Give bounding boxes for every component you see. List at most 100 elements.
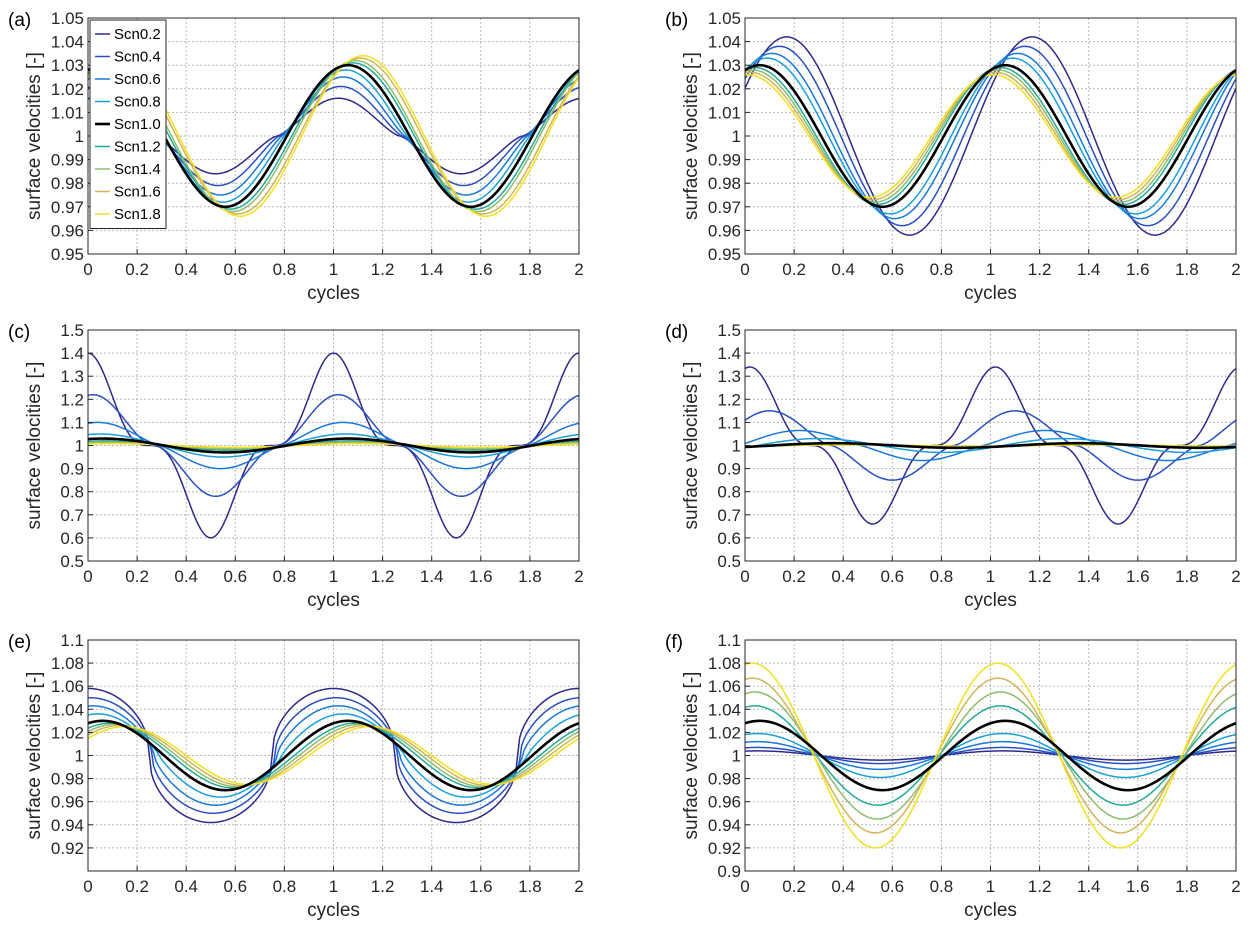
x-tick-label: 2 <box>1231 877 1240 896</box>
x-tick-label: 1.2 <box>371 877 395 896</box>
series-line-Scn1.0 <box>88 63 579 209</box>
y-tick-label: 0.98 <box>708 770 741 789</box>
y-tick-label: 1 <box>75 127 84 146</box>
series-line-Scn1.6 <box>745 677 1236 834</box>
x-tick-label: 0.2 <box>125 260 149 279</box>
panel-label: (b) <box>665 10 688 31</box>
x-tick-label: 0.2 <box>125 877 149 896</box>
y-tick-label: 1.1 <box>717 631 741 650</box>
series-line-Scn1.8 <box>88 55 579 217</box>
x-tick-label: 0.8 <box>273 877 297 896</box>
y-tick-label: 1.5 <box>60 321 84 340</box>
y-tick-label: 1.01 <box>708 103 741 122</box>
x-axis-label: cycles <box>307 283 360 304</box>
panel-label: (e) <box>8 632 31 653</box>
x-tick-label: 1.2 <box>1028 877 1052 896</box>
x-tick-label: 0.4 <box>174 877 198 896</box>
y-tick-label: 0.8 <box>60 483 84 502</box>
legend-entry: Scn1.6 <box>114 184 161 201</box>
legend-entry: Scn1.8 <box>114 206 161 223</box>
panel-4: 0 0.2 0.4 0.6 0.8 1 1.2 1.4 1.6 1.8 2 0.92 0.94 0.96 0… <box>8 631 584 921</box>
x-tick-label: 1.4 <box>1077 877 1101 896</box>
x-tick-label: 1.8 <box>1175 877 1199 896</box>
legend-entry: Scn1.2 <box>114 139 161 156</box>
series-line-Scn1.4 <box>745 691 1236 820</box>
x-axis-label: cycles <box>964 900 1017 921</box>
x-tick-label: 1.4 <box>420 567 444 586</box>
y-tick-label: 0.98 <box>708 174 741 193</box>
series-line-Scn0.8 <box>88 713 579 798</box>
x-tick-label: 0.2 <box>782 877 806 896</box>
y-tick-label: 0.98 <box>51 174 84 193</box>
x-tick-label: 0 <box>740 260 749 279</box>
panel-3: 0 0.2 0.4 0.6 0.8 1 1.2 1.4 1.6 1.8 2 0.5 0.6 0.7 0.8 0… <box>665 321 1241 611</box>
x-tick-label: 2 <box>1231 260 1240 279</box>
series-line-Scn1.0 <box>88 719 579 792</box>
y-tick-label: 1.3 <box>60 367 84 386</box>
y-tick-label: 0.5 <box>717 552 741 571</box>
x-axis-label: cycles <box>307 590 360 611</box>
x-tick-label: 0 <box>83 260 92 279</box>
x-tick-label: 0 <box>740 877 749 896</box>
series-line-Scn0.4 <box>745 746 1236 765</box>
x-tick-label: 1 <box>986 260 995 279</box>
y-tick-label: 1.02 <box>708 723 741 742</box>
series-line-Scn0.6 <box>745 429 1236 462</box>
y-axis-label: surface velocities [-] <box>681 362 702 530</box>
y-tick-label: 1.08 <box>51 654 84 673</box>
y-tick-label: 0.95 <box>708 245 741 264</box>
y-tick-label: 0.9 <box>717 862 741 881</box>
y-tick-label: 1.01 <box>51 103 84 122</box>
y-tick-label: 1.2 <box>717 390 741 409</box>
y-tick-label: 1.02 <box>708 80 741 99</box>
x-tick-label: 1.6 <box>1126 260 1150 279</box>
y-tick-label: 0.96 <box>708 793 741 812</box>
x-tick-label: 1.4 <box>420 877 444 896</box>
x-tick-label: 0.6 <box>880 877 904 896</box>
x-axis-label: cycles <box>964 283 1017 304</box>
y-tick-label: 1.1 <box>717 413 741 432</box>
y-tick-label: 1 <box>75 437 84 456</box>
y-tick-label: 1.08 <box>708 654 741 673</box>
series-line-Scn0.6 <box>88 421 579 470</box>
x-tick-label: 1.6 <box>469 260 493 279</box>
y-tick-label: 0.6 <box>717 529 741 548</box>
x-tick-label: 0.8 <box>930 877 954 896</box>
y-tick-label: 0.98 <box>51 770 84 789</box>
y-tick-label: 1 <box>75 747 84 766</box>
y-tick-label: 0.9 <box>717 460 741 479</box>
series-line-Scn0.4 <box>745 45 1236 227</box>
x-tick-label: 1.6 <box>469 877 493 896</box>
x-tick-label: 0.8 <box>273 260 297 279</box>
y-tick-label: 1.4 <box>717 344 741 363</box>
y-tick-label: 1.04 <box>708 700 741 719</box>
panel-label: (c) <box>8 322 30 343</box>
x-tick-label: 1.2 <box>371 260 395 279</box>
series-line-Scn1.6 <box>88 57 579 215</box>
series-group <box>745 662 1236 849</box>
x-tick-label: 0.4 <box>831 877 855 896</box>
y-tick-label: 0.9 <box>60 460 84 479</box>
y-tick-label: 0.94 <box>51 816 84 835</box>
y-tick-label: 1 <box>732 437 741 456</box>
x-tick-label: 1 <box>986 877 995 896</box>
series-line-Scn0.2 <box>88 352 579 539</box>
panel-5: 0 0.2 0.4 0.6 0.8 1 1.2 1.4 1.6 1.8 2 0.9 0.92 0.94 0.… <box>665 631 1241 921</box>
x-tick-label: 0.6 <box>223 567 247 586</box>
series-line-Scn1.4 <box>88 59 579 213</box>
x-tick-label: 0 <box>83 567 92 586</box>
y-tick-label: 1.03 <box>51 56 84 75</box>
y-tick-label: 1 <box>732 747 741 766</box>
x-tick-label: 0.4 <box>831 567 855 586</box>
y-tick-label: 0.95 <box>51 245 84 264</box>
y-axis-label: surface velocities [-] <box>681 52 702 220</box>
y-tick-label: 1.05 <box>708 9 741 28</box>
panel-2: 0 0.2 0.4 0.6 0.8 1 1.2 1.4 1.6 1.8 2 0.5 0.6 0.7 0.8 0… <box>8 321 584 611</box>
y-tick-label: 0.92 <box>51 839 84 858</box>
y-tick-label: 0.96 <box>51 793 84 812</box>
panel-label: (a) <box>8 10 31 31</box>
series-line-Scn0.4 <box>88 696 579 815</box>
x-tick-label: 1 <box>329 567 338 586</box>
y-tick-label: 1.06 <box>708 677 741 696</box>
x-tick-label: 0.2 <box>782 260 806 279</box>
